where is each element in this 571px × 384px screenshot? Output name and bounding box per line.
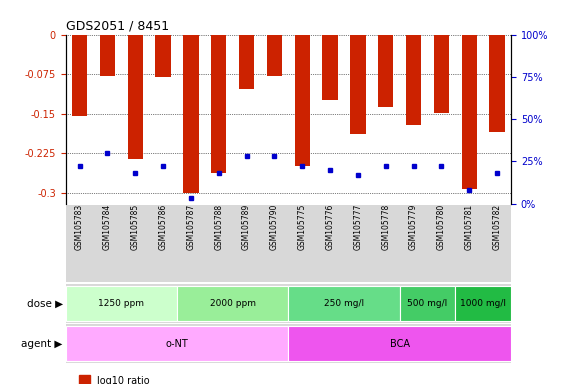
Bar bbox=[211, 35, 227, 174]
Bar bbox=[79, 375, 90, 384]
Bar bbox=[183, 35, 199, 193]
Text: 2000 ppm: 2000 ppm bbox=[210, 299, 256, 308]
Bar bbox=[66, 326, 288, 361]
Text: o-NT: o-NT bbox=[166, 339, 188, 349]
Bar bbox=[456, 286, 511, 321]
Bar bbox=[239, 35, 254, 89]
Bar bbox=[288, 286, 400, 321]
Bar bbox=[100, 35, 115, 76]
Bar bbox=[155, 35, 171, 77]
Text: 1000 mg/l: 1000 mg/l bbox=[460, 299, 506, 308]
Bar bbox=[378, 35, 393, 108]
Bar bbox=[489, 35, 505, 132]
Text: agent ▶: agent ▶ bbox=[22, 339, 63, 349]
Bar bbox=[72, 35, 87, 116]
Bar bbox=[66, 286, 177, 321]
Bar bbox=[127, 35, 143, 159]
Text: 1250 ppm: 1250 ppm bbox=[98, 299, 144, 308]
Bar bbox=[406, 35, 421, 126]
Bar bbox=[295, 35, 310, 166]
Bar bbox=[434, 35, 449, 113]
Text: BCA: BCA bbox=[389, 339, 410, 349]
Bar bbox=[177, 286, 288, 321]
Bar bbox=[461, 35, 477, 189]
Text: GDS2051 / 8451: GDS2051 / 8451 bbox=[66, 20, 169, 33]
Bar bbox=[267, 35, 282, 76]
Text: 250 mg/l: 250 mg/l bbox=[324, 299, 364, 308]
Text: dose ▶: dose ▶ bbox=[27, 298, 63, 308]
Bar bbox=[323, 35, 338, 99]
Bar bbox=[350, 35, 365, 134]
Text: log10 ratio: log10 ratio bbox=[97, 376, 150, 384]
Bar bbox=[400, 286, 456, 321]
Bar bbox=[288, 326, 511, 361]
Text: 500 mg/l: 500 mg/l bbox=[408, 299, 448, 308]
